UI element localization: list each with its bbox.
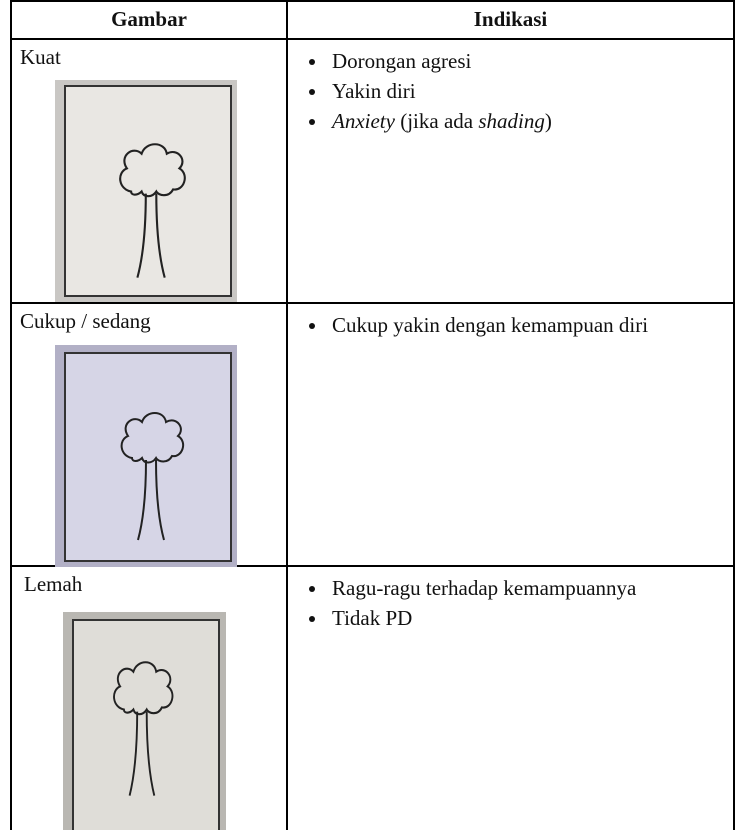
indication-list: Cukup yakin dengan kemampuan diri xyxy=(302,310,732,340)
indication-item: Cukup yakin dengan kemampuan diri xyxy=(328,310,732,340)
item-text: ) xyxy=(544,109,552,133)
item-text: Cukup yakin dengan kemampuan diri xyxy=(332,313,649,337)
item-text: Yakin diri xyxy=(332,79,416,103)
row-label: Kuat xyxy=(20,45,61,69)
border xyxy=(10,0,735,2)
border xyxy=(10,302,735,304)
border xyxy=(733,0,735,830)
row-label: Lemah xyxy=(24,572,83,596)
indication-list: Dorongan agresi Yakin diri Anxiety (jika a… xyxy=(302,46,732,136)
column-header: Gambar xyxy=(111,7,187,31)
item-text: (jika ada xyxy=(394,109,479,133)
item-text: Dorongan agresi xyxy=(332,49,472,73)
tree-image xyxy=(55,345,237,567)
border xyxy=(10,0,12,830)
border xyxy=(10,38,735,40)
indication-item: Ragu-ragu terhadap kemampuannya xyxy=(328,573,732,603)
indication-item: Tidak PD xyxy=(328,603,732,633)
item-text: Anxiety xyxy=(332,109,395,133)
item-text: Ragu-ragu terhadap kemampuannya xyxy=(332,576,637,600)
indication-item: Yakin diri xyxy=(328,76,732,106)
indication-item: Anxiety (jika ada shading) xyxy=(328,106,732,136)
item-text: Tidak PD xyxy=(332,606,413,630)
border xyxy=(286,0,288,830)
indication-list: Ragu-ragu terhadap kemampuannya Tidak PD xyxy=(302,573,732,633)
indication-item: Dorongan agresi xyxy=(328,46,732,76)
tree-image xyxy=(55,80,237,302)
border xyxy=(10,565,735,567)
item-text: shading xyxy=(478,109,545,133)
row-label: Cukup / sedang xyxy=(20,309,151,333)
column-header: Indikasi xyxy=(473,7,548,31)
tree-image xyxy=(63,612,226,830)
